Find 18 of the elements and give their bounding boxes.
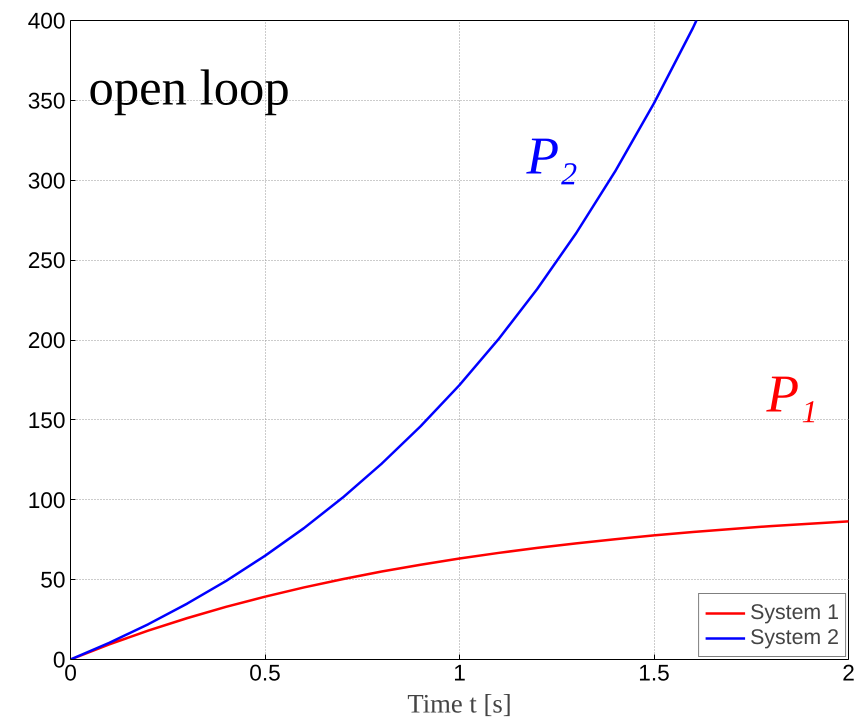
x-tick-label: 1 [453, 660, 466, 686]
annotation: open loop [88, 60, 290, 116]
y-tick-label: 350 [28, 87, 66, 114]
annotation: P₁ [766, 364, 818, 424]
legend-label: System 1 [750, 600, 839, 625]
y-tick-label: 150 [28, 406, 66, 433]
x-tick-label: 1.5 [638, 660, 670, 686]
x-tick-label: 2 [842, 660, 855, 686]
y-tick-label: 50 [40, 566, 66, 593]
legend-label: System 2 [750, 625, 839, 650]
annotation: P₂ [526, 126, 578, 186]
x-tick-label: 0.5 [249, 660, 281, 686]
y-tick-label: 100 [28, 486, 66, 513]
y-tick-label: 300 [28, 167, 66, 194]
y-tick-label: 250 [28, 247, 66, 274]
y-tick-label: 200 [28, 327, 66, 353]
y-tick-label: 400 [28, 8, 66, 34]
x-axis-title: Time t [s] [407, 688, 512, 718]
